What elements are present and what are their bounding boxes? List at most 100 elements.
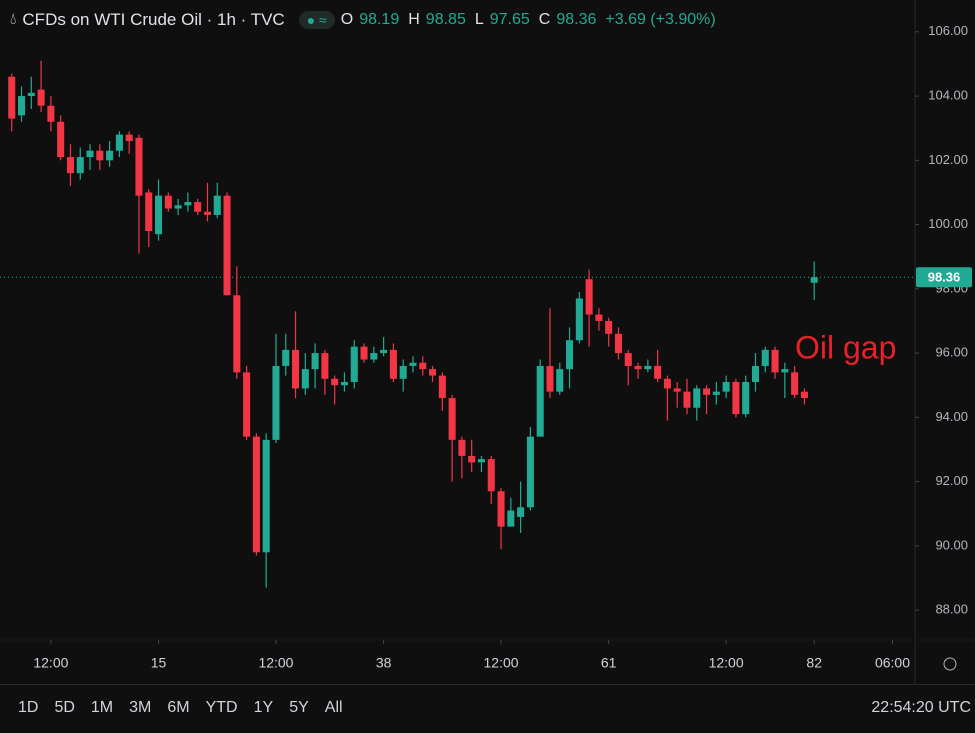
range-button[interactable]: YTD — [205, 699, 238, 716]
ohlc-value: 98.19 — [359, 11, 400, 28]
candle-body — [115, 134, 123, 151]
candle-body — [654, 365, 662, 379]
candle-body — [47, 105, 55, 122]
candle — [96, 144, 104, 170]
range-button[interactable]: 5Y — [289, 699, 309, 716]
candle — [331, 375, 339, 405]
candle-body — [409, 362, 417, 366]
candle — [223, 192, 231, 296]
range-button[interactable]: 3M — [129, 699, 152, 716]
candle-body — [233, 295, 241, 373]
y-tick-label: 94.00 — [935, 409, 968, 424]
ohlc-label: O — [340, 11, 354, 28]
candle — [125, 131, 133, 154]
candle — [27, 76, 35, 109]
candle-body — [243, 372, 251, 437]
range-button[interactable]: 1D — [18, 699, 39, 716]
candle — [781, 362, 789, 399]
candle-body — [184, 202, 192, 206]
candle — [301, 353, 309, 395]
candle-body — [203, 211, 211, 215]
candle-body — [468, 455, 476, 463]
candle-body — [448, 398, 456, 440]
candle-body — [223, 195, 231, 296]
candle-body — [57, 121, 65, 158]
candle — [272, 333, 280, 444]
candle — [468, 439, 476, 472]
candle-body — [106, 150, 114, 161]
candle — [497, 488, 505, 550]
candle-body — [477, 459, 485, 463]
ohlc-label: H — [408, 11, 420, 28]
range-button[interactable]: 5D — [54, 699, 75, 716]
range-button[interactable]: 1Y — [253, 699, 274, 716]
candle — [644, 359, 652, 373]
range-button[interactable]: 1M — [90, 699, 114, 716]
candle — [536, 359, 544, 437]
candle — [203, 182, 211, 222]
candle-body — [771, 349, 779, 373]
candle — [703, 385, 711, 415]
candle-body — [360, 346, 368, 360]
background — [0, 0, 975, 684]
candle-body — [292, 349, 300, 389]
ohlc-value: 98.85 — [425, 11, 466, 28]
candle — [37, 60, 45, 113]
candle-body — [791, 372, 799, 395]
candle-body — [458, 439, 466, 456]
candle-body — [556, 369, 564, 392]
candle — [693, 385, 701, 421]
y-tick-label: 90.00 — [935, 537, 968, 552]
candle — [66, 144, 74, 187]
candle — [8, 73, 16, 132]
candle — [194, 198, 202, 215]
y-tick-label: 102.00 — [928, 152, 968, 167]
x-tick-label: 06:00 — [875, 655, 910, 671]
candle-body — [585, 279, 593, 315]
candle-body — [507, 510, 515, 527]
candle-body — [693, 388, 701, 408]
candle-body — [331, 378, 339, 386]
range-button[interactable]: All — [324, 699, 343, 716]
candle-body — [194, 202, 202, 212]
candle — [507, 497, 515, 527]
toolbar: 1D 5D 1M 3M 6M YTD 1Y 5Y All 22:54:20 UTC — [0, 684, 975, 733]
candle-body — [683, 391, 691, 408]
x-tick-label: 38 — [376, 655, 392, 671]
ohlc-label: L — [474, 11, 484, 28]
candle-body — [703, 388, 711, 395]
y-tick-label: 88.00 — [935, 602, 968, 617]
legend-header: 💧︎ CFDs on WTI Crude Oil · 1h · TVC ● ≈ … — [10, 8, 719, 32]
candle — [145, 189, 153, 248]
candle — [321, 349, 329, 395]
candle — [751, 353, 760, 392]
candle-body — [595, 314, 603, 321]
candle — [389, 343, 397, 383]
x-tick-label: 12:00 — [484, 655, 519, 671]
x-tick-label: 15 — [151, 655, 167, 671]
status-badge[interactable]: ● ≈ — [298, 11, 335, 29]
candle-body — [125, 134, 133, 142]
candle — [722, 375, 730, 399]
range-button[interactable]: 6M — [167, 699, 190, 716]
candle-body — [135, 137, 143, 196]
candle-body — [76, 157, 84, 174]
candle — [429, 365, 437, 383]
candle-body — [497, 491, 505, 527]
candle-body — [438, 375, 446, 399]
candle — [419, 356, 427, 376]
candle — [184, 192, 192, 212]
candle — [311, 343, 319, 389]
candle — [810, 261, 818, 301]
candle-body — [781, 369, 789, 373]
settings-icon[interactable] — [943, 657, 957, 671]
candle-body — [252, 436, 260, 553]
candle-body — [673, 388, 681, 392]
candle — [654, 349, 662, 383]
candle — [585, 269, 593, 347]
candle — [605, 317, 613, 347]
candle-body — [164, 195, 172, 209]
candle — [566, 327, 574, 389]
candle — [292, 311, 300, 399]
